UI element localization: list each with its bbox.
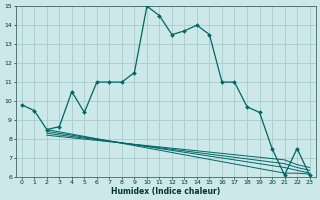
X-axis label: Humidex (Indice chaleur): Humidex (Indice chaleur) (111, 187, 220, 196)
